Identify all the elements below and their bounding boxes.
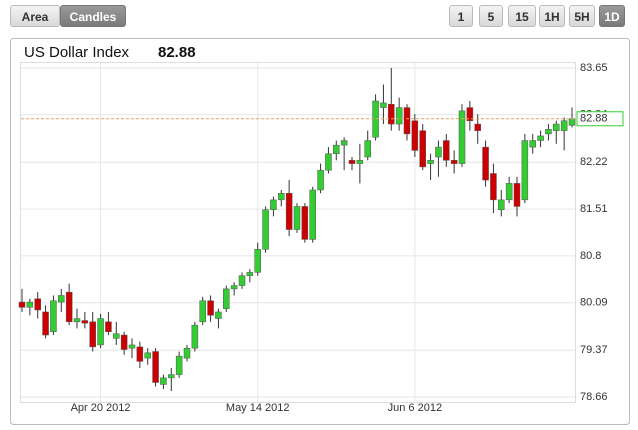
candle-body	[128, 344, 136, 349]
candle-body	[42, 311, 49, 336]
chart-type-button[interactable]: Area	[10, 5, 60, 27]
y-tick-label: 80.8	[580, 250, 601, 262]
last-value: 82.88	[158, 44, 196, 61]
candle-body	[230, 285, 238, 290]
candle-body	[58, 295, 65, 303]
y-tick-label: 81.51	[580, 203, 608, 215]
candle-body	[466, 107, 474, 121]
candle-body	[395, 107, 403, 125]
y-tick-label: 82.22	[580, 156, 608, 168]
y-tick-label: 83.65	[580, 62, 608, 74]
candle-body	[513, 183, 521, 207]
candle-body	[474, 123, 481, 131]
plot-area	[20, 62, 576, 403]
candle-body	[537, 135, 544, 141]
candle-body	[168, 374, 175, 379]
candle-body	[560, 120, 568, 131]
candle-body	[364, 140, 371, 158]
candle-body	[144, 352, 151, 359]
interval-button[interactable]: 1H	[539, 5, 565, 27]
candle-body	[113, 333, 120, 339]
candle-body	[160, 377, 167, 385]
candle-body	[152, 351, 159, 383]
candle-body	[435, 146, 442, 158]
candle-body	[175, 355, 183, 375]
candle-body	[450, 160, 458, 164]
y-tick-label: 79.37	[580, 344, 608, 356]
candle-body	[553, 123, 560, 131]
panel	[10, 38, 630, 425]
candle-body	[73, 318, 81, 323]
candle-body	[207, 300, 214, 316]
candle-body	[50, 300, 57, 332]
candle-body	[505, 183, 513, 201]
candle-body	[278, 193, 285, 201]
candle-body	[105, 321, 112, 332]
candle-body	[254, 249, 261, 273]
interval-button[interactable]: 1	[449, 5, 473, 27]
candle-body	[97, 318, 104, 346]
candle-body	[545, 129, 552, 135]
candle-body	[199, 300, 206, 323]
candle-body	[380, 102, 387, 108]
candle-body	[270, 199, 277, 211]
candle-body	[26, 301, 34, 308]
candle-body	[285, 193, 293, 230]
candle-body	[333, 144, 340, 154]
x-tick-label: Jun 6 2012	[388, 402, 442, 414]
candle-body	[427, 160, 434, 164]
interval-button[interactable]: 5	[479, 5, 503, 27]
interval-button[interactable]: 1D	[599, 5, 625, 27]
x-tick-label: Apr 20 2012	[71, 402, 131, 414]
candle-body	[356, 160, 364, 164]
candle-body	[301, 206, 309, 240]
y-tick-label: 82.94	[580, 109, 608, 121]
y-tick-label: 80.09	[580, 297, 608, 309]
candle-body	[246, 272, 254, 276]
candle-body	[262, 209, 269, 250]
candle-body	[191, 324, 199, 349]
candle-body	[325, 153, 332, 171]
candle-body	[443, 140, 450, 161]
candle-body	[458, 110, 466, 164]
candle-body	[317, 169, 324, 191]
interval-button[interactable]: 15	[508, 5, 536, 27]
candle-body	[490, 173, 497, 201]
x-tick-label: May 14 2012	[226, 402, 290, 414]
candle-body	[419, 130, 426, 168]
candle-body	[340, 140, 348, 146]
candle-body	[529, 140, 536, 148]
last-value-box	[576, 111, 624, 127]
candle-body	[183, 347, 191, 359]
candle-body	[521, 140, 529, 201]
candle-body	[18, 301, 26, 308]
candle-body	[348, 160, 356, 164]
interval-button[interactable]: 5H	[569, 5, 595, 27]
candle-body	[223, 288, 230, 309]
candle-body	[403, 107, 411, 135]
candle-body	[238, 275, 246, 286]
last-value-label: 82.88	[580, 113, 608, 125]
chart-type-button[interactable]: Candles	[60, 5, 126, 27]
candle-body	[498, 199, 505, 211]
candle-body	[89, 321, 96, 348]
candle-body	[120, 334, 128, 350]
candle-body	[34, 298, 41, 311]
candle-body	[482, 146, 489, 181]
candle-body	[293, 206, 301, 230]
y-tick-label: 78.66	[580, 391, 608, 403]
candle-body	[568, 118, 576, 126]
candle-body	[388, 104, 395, 125]
candle-body	[65, 291, 73, 323]
candle-body	[136, 346, 144, 362]
candle-body	[411, 120, 419, 151]
chart-title: US Dollar Index	[24, 44, 130, 61]
candle-body	[372, 100, 379, 138]
candle-body	[309, 189, 316, 240]
candle-body	[215, 311, 222, 319]
candle-body	[81, 320, 89, 324]
